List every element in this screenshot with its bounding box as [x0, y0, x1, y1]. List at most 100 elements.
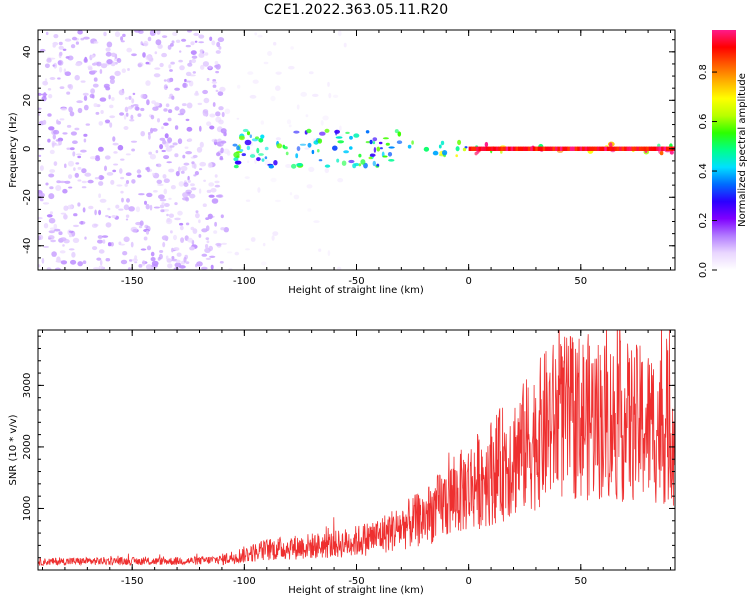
heatmap-cell	[75, 41, 79, 45]
heatmap-cell	[113, 151, 118, 154]
heatmap-cell	[163, 178, 170, 183]
heatmap-cell	[214, 60, 219, 66]
heatmap-cell	[112, 142, 119, 146]
heatmap-cell	[56, 256, 61, 263]
heatmap-cell	[99, 97, 107, 102]
heatmap-cell	[206, 77, 210, 82]
heatmap-cell	[106, 59, 113, 65]
heatmap-cell	[604, 146, 608, 151]
colorbar: 0.0 0.2 0.4 0.6 0.8 Normalized spectral ampl…	[698, 30, 748, 278]
heatmap-cell	[663, 146, 667, 151]
heatmap-cell	[66, 91, 71, 95]
heatmap-cell	[180, 165, 188, 172]
heatmap-cell	[306, 128, 312, 134]
heatmap-cell	[84, 236, 87, 240]
heatmap-cell	[151, 260, 159, 266]
heatmap-cell	[234, 160, 242, 165]
heatmap-cell	[317, 138, 323, 144]
heatmap-cell	[68, 174, 73, 180]
heatmap-cell	[73, 224, 79, 228]
heatmap-cell	[135, 106, 140, 111]
heatmap-cell	[291, 163, 297, 169]
heatmap-cell	[55, 139, 61, 142]
heatmap-cell	[129, 119, 135, 122]
heatmap-cell	[130, 114, 134, 120]
heatmap-cell	[621, 146, 625, 151]
heatmap-cell	[237, 84, 241, 89]
heatmap-cell	[72, 237, 80, 243]
heatmap-cell	[296, 163, 303, 167]
heatmap-cell	[108, 94, 111, 100]
heatmap-cell	[130, 241, 134, 248]
heatmap-cell	[105, 258, 111, 262]
heatmap-cell	[45, 182, 49, 186]
colorbar-gradient	[712, 30, 736, 270]
heatmap-cell	[202, 203, 207, 207]
heatmap-cell	[64, 180, 71, 184]
heatmap-cell	[498, 146, 502, 151]
heatmap-cell	[246, 160, 250, 163]
heatmap-cell	[209, 36, 213, 41]
heatmap-cell	[334, 129, 340, 134]
heatmap-cell	[247, 71, 254, 75]
heatmap-cell	[264, 156, 268, 160]
figure-title: C2E1.2022.363.05.11.R20	[264, 2, 448, 18]
heatmap-cell	[244, 176, 250, 180]
heatmap-cell	[53, 228, 61, 232]
heatmap-cell	[80, 149, 87, 153]
heatmap-cell	[372, 160, 376, 167]
heatmap-cell	[163, 79, 167, 82]
heatmap-cell	[169, 69, 173, 72]
heatmap-cell	[154, 51, 158, 55]
heatmap-cell	[64, 163, 67, 169]
heatmap-cell	[214, 184, 221, 188]
y-tick-label: 1000	[22, 496, 33, 521]
heatmap-cell	[170, 61, 175, 65]
heatmap-cell	[88, 205, 94, 210]
heatmap-cell	[163, 84, 168, 90]
heatmap-cell	[66, 147, 71, 150]
heatmap-cell	[48, 230, 55, 234]
heatmap-cell	[187, 138, 193, 142]
heatmap-cell	[341, 160, 347, 166]
heatmap-cell	[58, 231, 63, 236]
y-tick-label: 40	[22, 45, 33, 58]
heatmap-cell	[92, 83, 99, 88]
heatmap-cell	[216, 152, 221, 157]
heatmap-cell	[76, 100, 83, 104]
heatmap-cell	[127, 68, 130, 71]
heatmap-cell	[462, 147, 467, 152]
heatmap-cell	[606, 146, 610, 151]
heatmap-cell	[254, 32, 258, 36]
heatmap-cell	[57, 77, 61, 80]
heatmap-cell	[177, 138, 183, 145]
heatmap-cell	[127, 267, 132, 270]
heatmap-cell	[232, 143, 238, 147]
heatmap-cell	[90, 88, 95, 94]
heatmap-cell	[385, 142, 390, 146]
heatmap-cell	[67, 84, 72, 89]
heatmap-cell	[99, 69, 103, 74]
heatmap-cell	[109, 122, 113, 128]
x-tick-label: -50	[348, 276, 364, 287]
heatmap-cell	[48, 173, 55, 178]
heatmap-cell	[319, 131, 326, 136]
heatmap-cell	[596, 146, 601, 151]
heatmap-cell	[495, 146, 499, 151]
heatmap-cell	[646, 146, 650, 151]
heatmap-cell	[66, 124, 72, 128]
heatmap-cell	[220, 147, 224, 154]
heatmap-cell	[44, 63, 50, 69]
heatmap-cell	[233, 164, 239, 169]
heatmap-cell	[376, 146, 381, 152]
heatmap-cell	[47, 88, 52, 91]
heatmap-cell	[485, 146, 490, 151]
heatmap-cell	[134, 261, 138, 264]
heatmap-cell	[318, 159, 323, 162]
heatmap-cell	[313, 220, 320, 224]
heatmap-cell	[77, 261, 83, 267]
heatmap-cell	[503, 146, 507, 151]
heatmap-cell	[132, 104, 139, 107]
heatmap-cell	[368, 156, 373, 160]
